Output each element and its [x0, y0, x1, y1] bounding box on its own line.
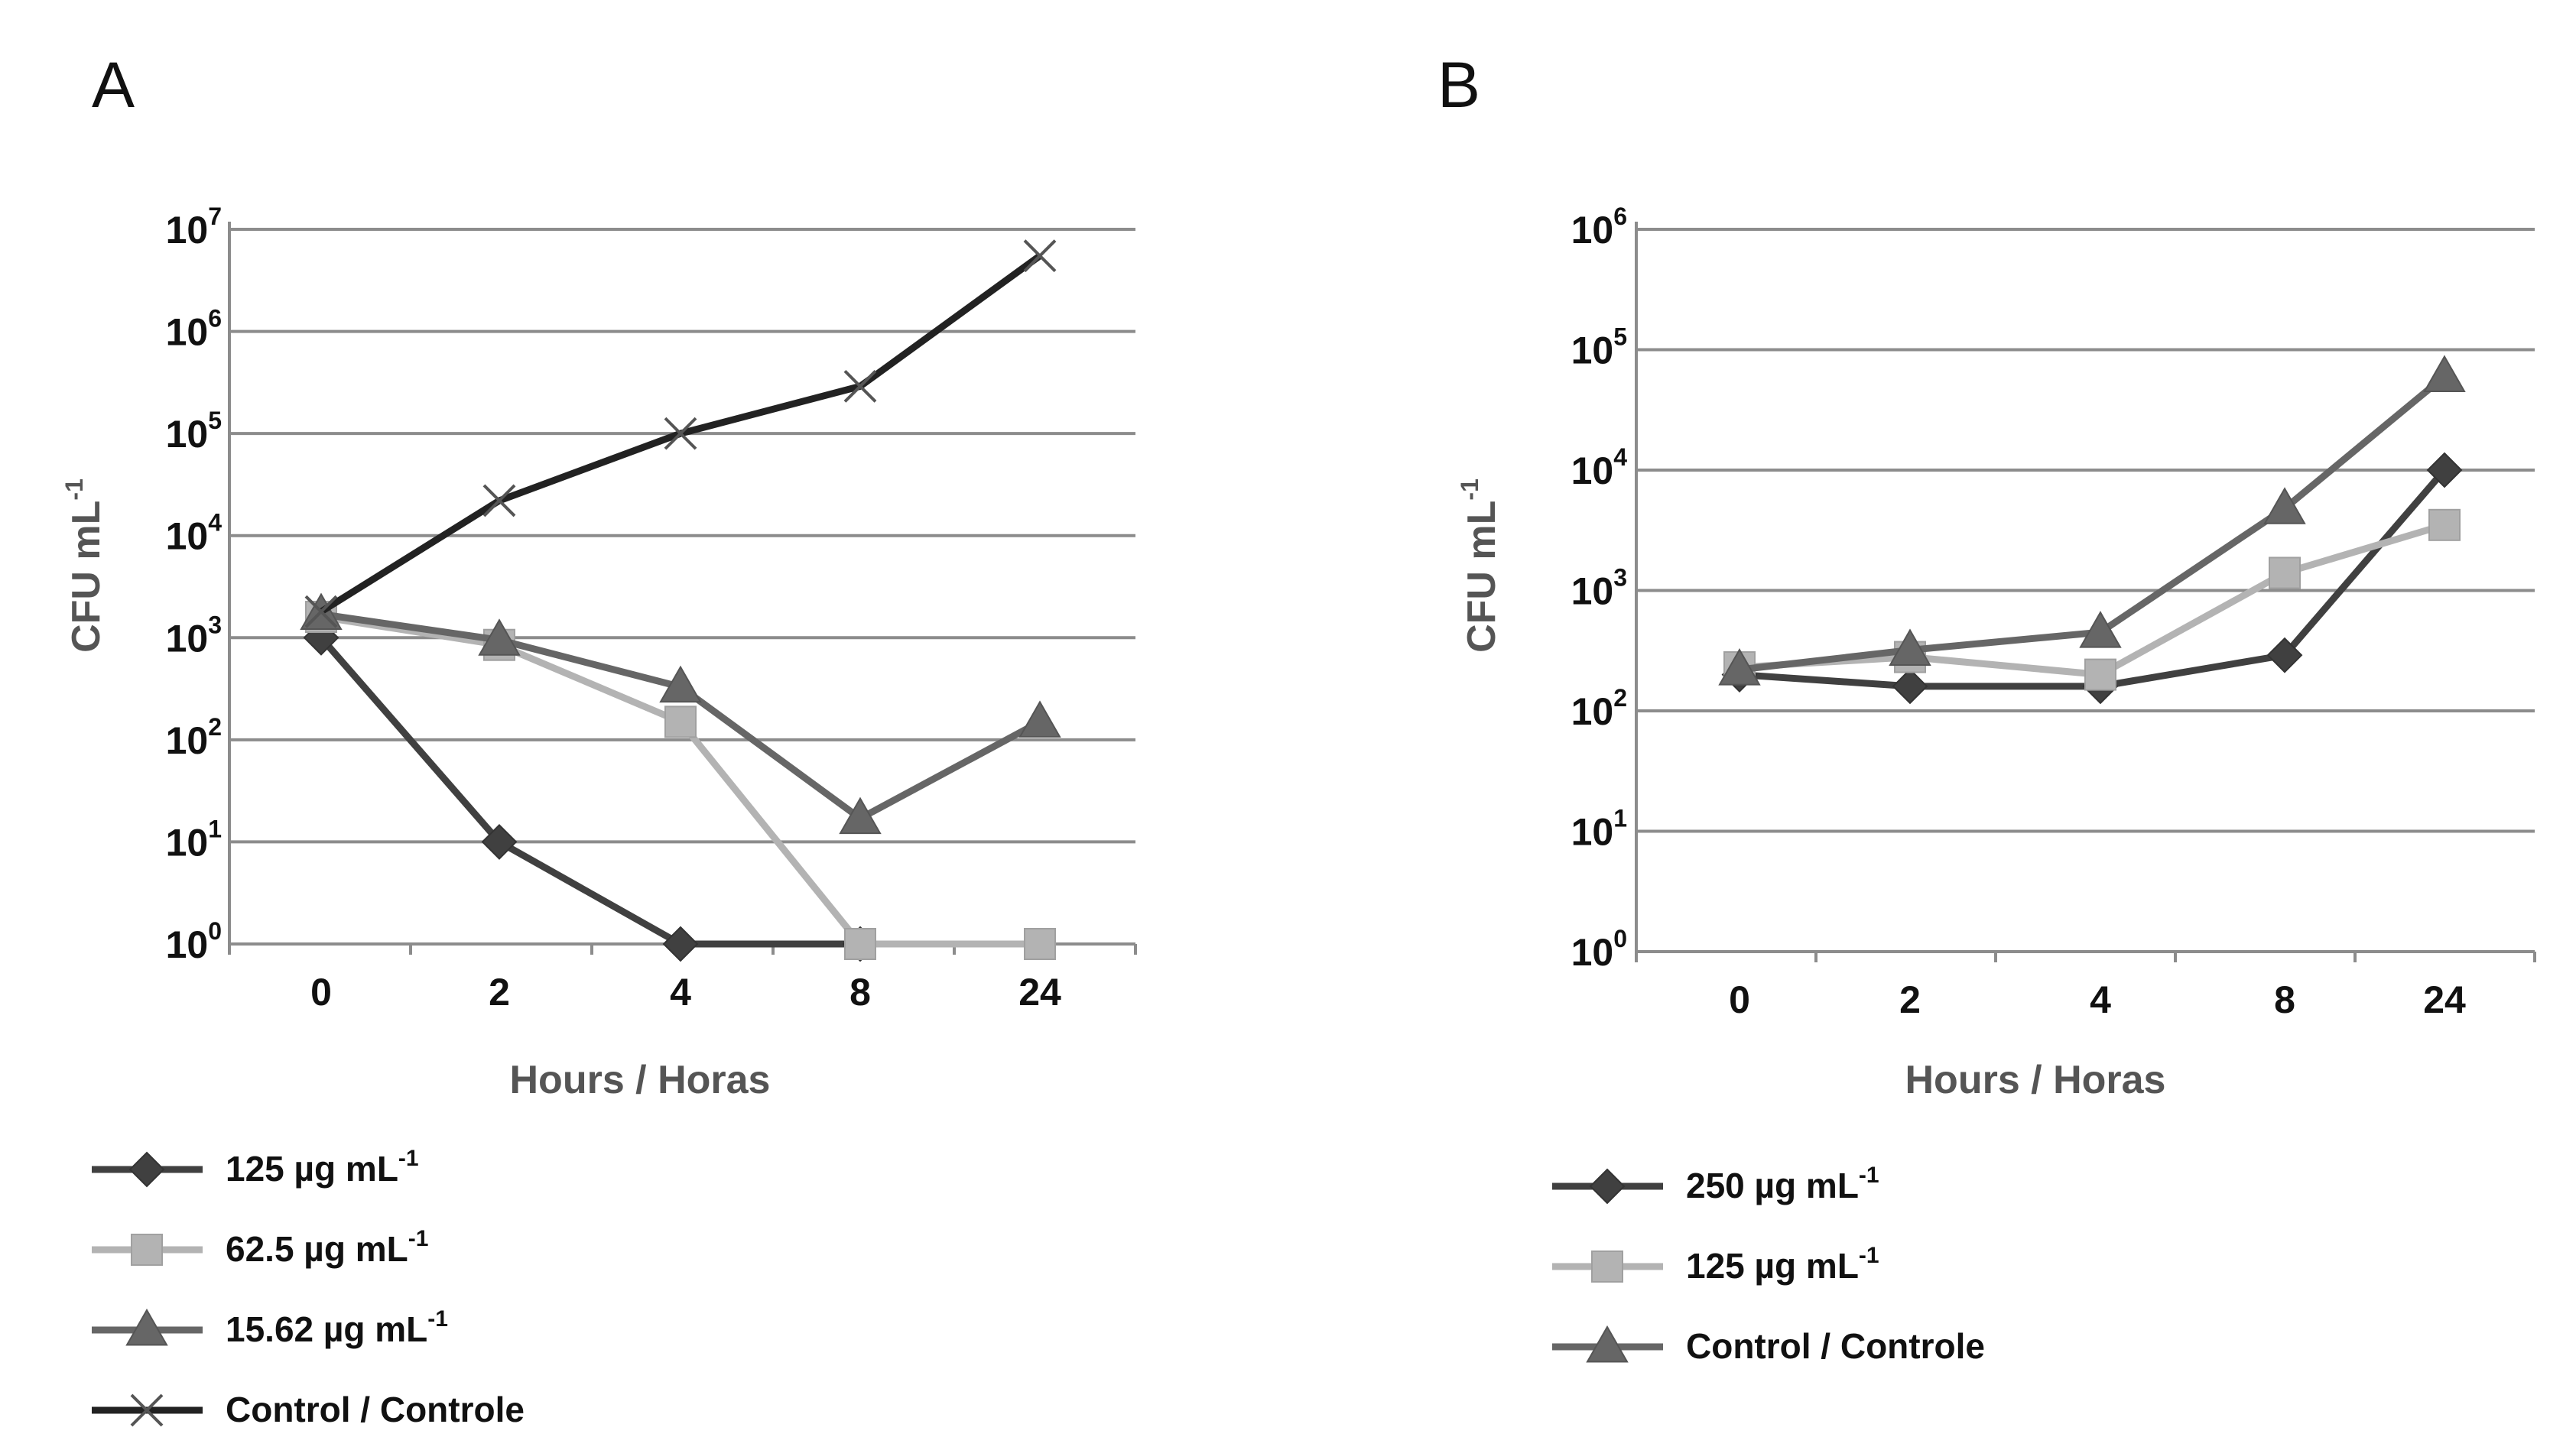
- y-tick-label: 107: [166, 203, 222, 251]
- data-point: [1018, 700, 1061, 738]
- x-tick-label: 2: [1899, 978, 1921, 1021]
- x-axis-label-b: Hours / Horas: [1905, 1058, 2166, 1102]
- data-point: [839, 796, 882, 835]
- data-point: [2428, 508, 2461, 541]
- y-tick-label: 104: [1571, 443, 1628, 492]
- y-tick-label: 101: [1571, 805, 1627, 854]
- x-tick-label: 0: [310, 971, 332, 1014]
- legend-marker: [130, 1393, 164, 1427]
- y-axis-label-text-a: CFU mL: [64, 501, 109, 653]
- x-tick-label: 8: [2274, 978, 2295, 1021]
- series-a: [300, 239, 1061, 962]
- data-point: [664, 706, 697, 738]
- y-tick-label: 105: [166, 407, 222, 456]
- panel-letter-a: A: [92, 49, 135, 121]
- legend-a: 125 µg mL-1 62.5 µg mL-1 15.62 µg mL-1 Cont…: [92, 1146, 525, 1429]
- panel-letter-b: B: [1437, 49, 1480, 121]
- data-point: [1889, 628, 1931, 666]
- legend-label: Control / Controle: [226, 1390, 525, 1429]
- data-point: [844, 928, 876, 960]
- legend-marker: [131, 1234, 163, 1266]
- data-point: [1023, 239, 1057, 273]
- data-point: [481, 824, 518, 860]
- data-point: [2426, 452, 2463, 488]
- y-axis-label-text-b: CFU mL: [1460, 501, 1504, 653]
- y-axis-label-sup-b: -1: [1456, 478, 1483, 500]
- x-tick-label: 4: [670, 971, 691, 1014]
- y-tick-label: 102: [166, 713, 222, 762]
- x-tick-label: 2: [489, 971, 510, 1014]
- data-point: [659, 665, 702, 703]
- legend-marker: [1591, 1251, 1623, 1283]
- data-point: [2263, 487, 2306, 524]
- legend-label: 250 µg mL-1: [1686, 1163, 1879, 1205]
- legend-b: 250 µg mL-1 125 µg mL-1 Control / Controle: [1552, 1163, 1985, 1366]
- data-point: [2423, 355, 2466, 392]
- data-point: [2079, 611, 2122, 648]
- series-line: [1739, 521, 2446, 679]
- y-axis-label-b: CFU mL-1: [1456, 478, 1504, 653]
- y-tick-label: 103: [1571, 564, 1627, 613]
- x-tick-label: 4: [2090, 978, 2111, 1021]
- legend-label: 15.62 µg mL-1: [226, 1306, 448, 1349]
- x-tick-labels-a: 0 2 4 8 24: [310, 971, 1061, 1014]
- y-axis-label-a: CFU mL-1: [60, 478, 109, 653]
- legend-label: 125 µg mL-1: [226, 1146, 419, 1189]
- y-tick-label: 104: [166, 509, 223, 558]
- legend-marker: [125, 1308, 168, 1346]
- y-tick-label: 100: [1571, 925, 1627, 974]
- x-tick-labels-b: 0 2 4 8 24: [1729, 978, 2466, 1021]
- y-tick-label: 103: [166, 611, 222, 660]
- data-point: [2269, 556, 2301, 589]
- data-point: [304, 595, 338, 628]
- y-tick-label: 101: [166, 815, 222, 864]
- legend-marker: [1589, 1168, 1626, 1205]
- x-tick-label: 24: [2423, 978, 2466, 1021]
- legend-marker: [128, 1151, 165, 1188]
- legend-label: 125 µg mL-1: [1686, 1243, 1879, 1286]
- data-point: [662, 926, 699, 962]
- y-tick-labels-a: 100 101 102 103 104 105 106 107: [166, 203, 223, 966]
- y-tick-label: 106: [1571, 203, 1627, 251]
- x-tick-label: 8: [849, 971, 871, 1014]
- series-b: [1718, 355, 2466, 705]
- y-tick-label: 100: [166, 917, 222, 966]
- gridlines-b: [1636, 228, 2535, 833]
- gridlines-a: [229, 228, 1135, 844]
- data-point: [1024, 928, 1056, 960]
- y-tick-label: 106: [166, 305, 222, 354]
- x-tick-label: 24: [1018, 971, 1061, 1014]
- svg-text:CFU mL-1: CFU mL-1: [60, 478, 109, 653]
- y-tick-label: 105: [1571, 323, 1627, 372]
- x-axis-label-a: Hours / Horas: [510, 1058, 771, 1102]
- svg-text:CFU mL-1: CFU mL-1: [1456, 478, 1504, 653]
- legend-label: Control / Controle: [1686, 1326, 1985, 1366]
- y-tick-labels-b: 100 101 102 103 104 105 106: [1571, 203, 1628, 974]
- y-tick-label: 102: [1571, 684, 1627, 733]
- data-point: [1892, 668, 1928, 705]
- data-point: [2084, 658, 2116, 691]
- legend-label: 62.5 µg mL-1: [226, 1226, 428, 1269]
- data-point: [478, 618, 521, 656]
- data-point: [1718, 648, 1761, 686]
- y-axis-label-sup-a: -1: [60, 478, 88, 500]
- legend-marker: [1586, 1325, 1629, 1363]
- axes-b: [1635, 222, 2536, 962]
- data-point: [482, 484, 516, 517]
- x-tick-label: 0: [1729, 978, 1750, 1021]
- data-point: [2266, 637, 2303, 673]
- series-line: [318, 635, 860, 948]
- data-point: [843, 369, 877, 403]
- series-line: [1739, 468, 2448, 690]
- data-point: [664, 417, 697, 450]
